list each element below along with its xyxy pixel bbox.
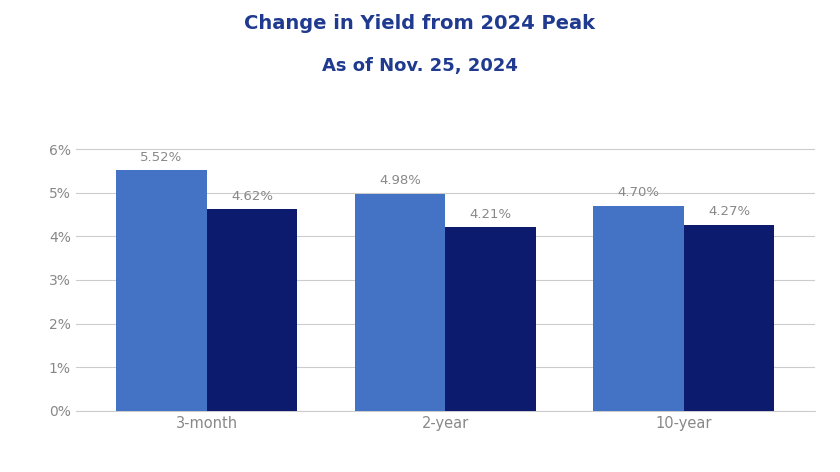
- Bar: [207, 210, 297, 411]
- Text: 5.52%: 5.52%: [140, 151, 182, 164]
- Text: 4.21%: 4.21%: [470, 208, 512, 221]
- Legend: 2024 Peak, 11/25/24: 2024 Peak, 11/25/24: [338, 469, 553, 472]
- Text: 4.70%: 4.70%: [617, 186, 659, 199]
- Bar: [445, 227, 536, 411]
- Text: 4.62%: 4.62%: [231, 190, 273, 203]
- Bar: [116, 170, 207, 411]
- Text: 4.27%: 4.27%: [708, 205, 750, 218]
- Text: As of Nov. 25, 2024: As of Nov. 25, 2024: [322, 57, 518, 75]
- Text: Change in Yield from 2024 Peak: Change in Yield from 2024 Peak: [244, 14, 596, 33]
- Bar: [354, 194, 445, 411]
- Bar: [593, 206, 684, 411]
- Bar: [684, 225, 774, 411]
- Text: 4.98%: 4.98%: [379, 174, 421, 187]
